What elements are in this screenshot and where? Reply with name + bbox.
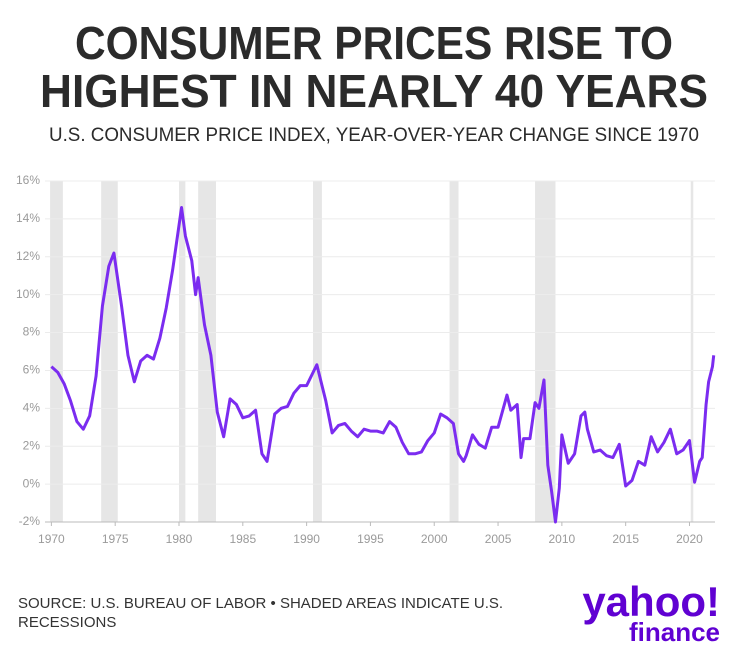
y-tick-label: 0%	[23, 476, 41, 490]
recession-band	[50, 181, 63, 522]
y-tick-label: 4%	[23, 401, 41, 415]
x-tick-label: 2015	[612, 532, 639, 546]
x-tick-label: 1985	[229, 532, 256, 546]
y-tick-label: 6%	[23, 363, 41, 377]
y-tick-label: 14%	[16, 211, 40, 225]
logo-product: finance	[629, 617, 720, 647]
recession-band	[690, 181, 694, 522]
recession-band	[449, 181, 459, 522]
recession-band	[313, 181, 322, 522]
y-tick-label: 12%	[16, 249, 40, 263]
source: RECESSIONS	[18, 614, 116, 631]
x-tick-label: 1975	[102, 532, 129, 546]
logo-brand: yahoo!	[582, 578, 720, 625]
x-tick-label: 1970	[38, 532, 65, 546]
chart-title: CONSUMER PRICES RISE TO	[75, 17, 673, 69]
x-tick-label: 1980	[166, 532, 193, 546]
x-tick-label: 2020	[676, 532, 703, 546]
plot: -2% 0% 2% 4% 6% 8% 10% 12% 14% 16% 1970 1975 1980 198…	[16, 173, 716, 546]
y-tick-label: 2%	[23, 438, 41, 452]
y-tick-label: 8%	[23, 325, 41, 339]
x-tick-label: 2005	[485, 532, 512, 546]
chart-subtitle: U.S. CONSUMER PRICE INDEX, YEAR-OVER-YEA…	[49, 125, 699, 146]
recession-band	[198, 181, 217, 522]
cpi-line	[50, 206, 716, 524]
y-tick-label: -2%	[19, 514, 41, 528]
x-tick-label: 2010	[549, 532, 576, 546]
recession-band	[535, 181, 556, 522]
x-tick-label: 2000	[421, 532, 448, 546]
y-tick-label: 10%	[16, 287, 40, 301]
y-tick-label: 16%	[16, 173, 40, 187]
source: SOURCE: U.S. BUREAU OF LABOR • SHADED AR…	[18, 595, 503, 612]
x-tick-label: 1990	[293, 532, 320, 546]
recession-band	[179, 181, 186, 522]
x-tick-label: 1995	[357, 532, 384, 546]
recession-band	[101, 181, 118, 522]
chart-title: HIGHEST IN NEARLY 40 YEARS	[40, 65, 708, 117]
